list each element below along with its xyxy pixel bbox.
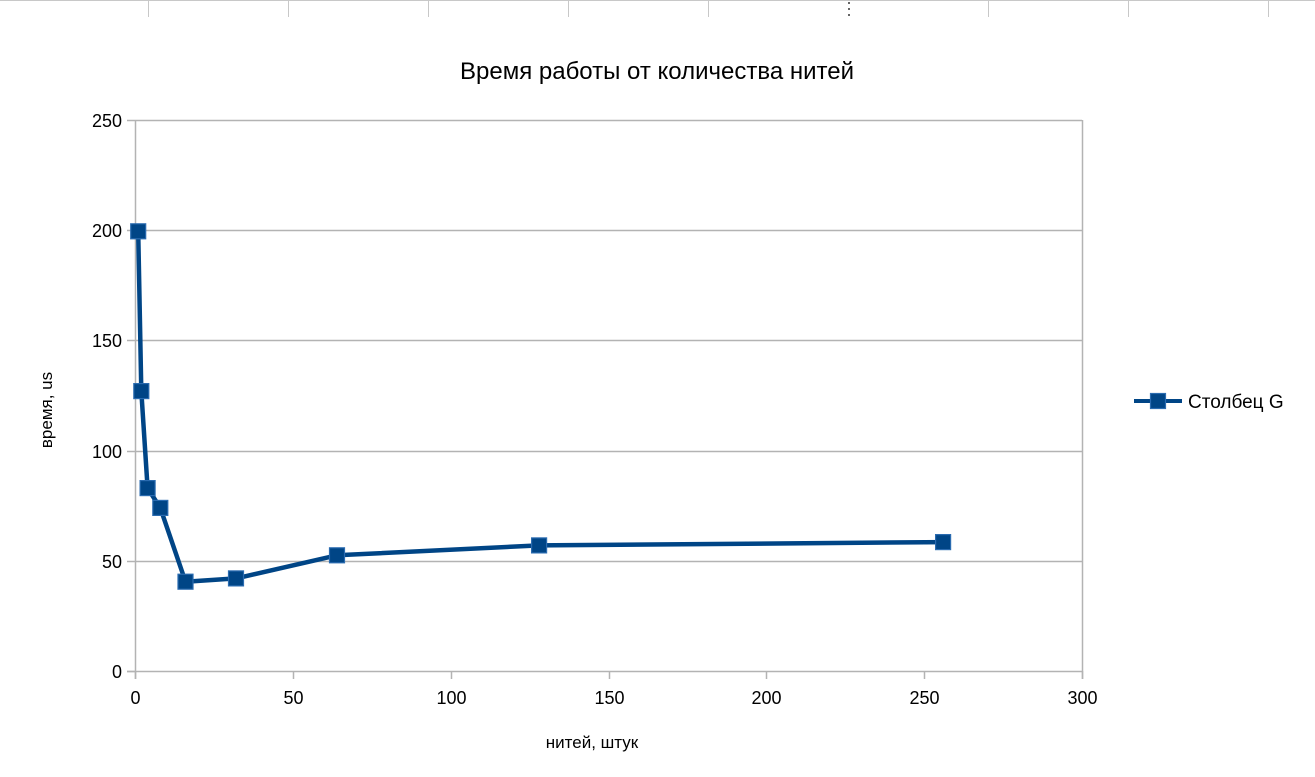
- plot-area: [135, 120, 1082, 671]
- y-tick-label: 250: [92, 111, 122, 131]
- x-tick-label: 200: [751, 688, 781, 708]
- legend-marker: [1149, 392, 1167, 410]
- y-tick-label: 50: [102, 552, 122, 572]
- legend-label-series: Столбец G: [1188, 392, 1284, 413]
- legend: Столбец G: [1134, 392, 1284, 413]
- y-tick-label: 0: [112, 662, 122, 682]
- x-tick-label: 150: [594, 688, 624, 708]
- axes: [127, 120, 1084, 679]
- y-axis-tick-labels: 0 50 100 150 200 250: [92, 111, 122, 682]
- data-point-marker: [328, 547, 346, 564]
- data-point-marker: [152, 499, 169, 516]
- gridlines: [127, 119, 1082, 673]
- y-tick-label: 200: [92, 221, 122, 241]
- column-divider-dot: [848, 14, 850, 16]
- x-tick-label: 50: [283, 688, 303, 708]
- chart-title: Время работы от количества нитей: [460, 58, 854, 85]
- data-point-marker: [177, 573, 194, 590]
- x-tick-label: 0: [130, 688, 140, 708]
- column-divider-dot: [848, 2, 850, 4]
- x-tick-label: 100: [436, 688, 466, 708]
- data-point-marker: [934, 533, 952, 551]
- x-tick-label: 300: [1067, 688, 1097, 708]
- data-point-marker: [227, 570, 245, 587]
- data-point-marker: [133, 383, 150, 400]
- data-markers: [130, 223, 952, 590]
- y-tick-label: 100: [92, 442, 122, 462]
- spreadsheet-column-dividers: [0, 0, 1315, 17]
- data-point-marker: [530, 537, 548, 554]
- x-axis-title: нитей, штук: [546, 733, 639, 752]
- x-axis-tick-labels: 0 50 100 150 200 250 300: [130, 688, 1097, 708]
- data-point-marker: [139, 480, 156, 497]
- data-point-marker: [130, 223, 147, 240]
- y-axis-title: время, us: [37, 372, 56, 448]
- column-divider-dot: [848, 8, 850, 10]
- x-tick-label: 250: [909, 688, 939, 708]
- y-tick-label: 150: [92, 331, 122, 351]
